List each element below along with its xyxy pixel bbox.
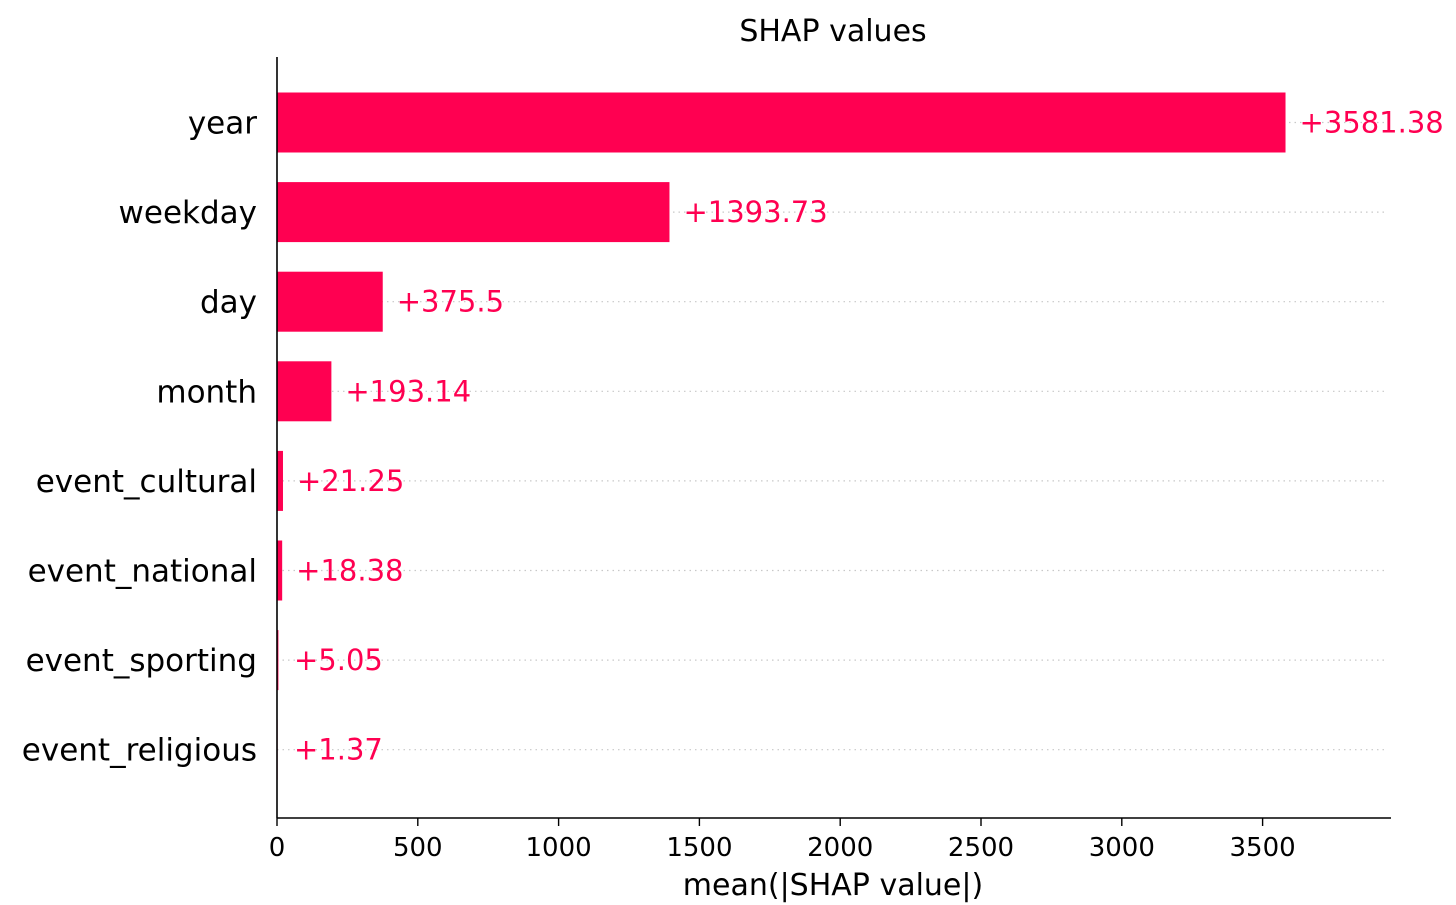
x-tick-label: 3500 [1230, 833, 1296, 863]
chart-title: SHAP values [739, 14, 926, 49]
value-label: +193.14 [345, 374, 471, 408]
x-tick-label: 0 [269, 833, 286, 863]
category-labels: year weekday day month event_cultural event_n… [22, 106, 257, 769]
value-label: +1393.73 [683, 195, 827, 229]
x-axis-label: mean(|SHAP value|) [683, 868, 983, 903]
x-tick-label: 3000 [1089, 833, 1155, 863]
x-ticks: 0 500 1000 1500 2000 2500 3000 3500 [269, 818, 1296, 863]
x-tick-label: 2500 [948, 833, 1014, 863]
value-label: +18.38 [296, 554, 403, 588]
category-label: day [200, 285, 257, 321]
bar-month [277, 361, 332, 422]
category-label: weekday [119, 195, 257, 231]
category-label: event_national [28, 554, 257, 590]
bar-year [277, 92, 1286, 153]
value-labels: +3581.38 +1393.73 +375.5 +193.14 +21.25 +18.3… [294, 106, 1444, 767]
category-label: month [156, 374, 257, 410]
bars [277, 92, 1286, 780]
value-label: +5.05 [294, 643, 383, 677]
category-label: event_cultural [36, 464, 257, 500]
category-label: year [188, 106, 257, 142]
x-tick-label: 2000 [807, 833, 873, 863]
bar-weekday [277, 182, 670, 243]
bar-day [277, 271, 383, 332]
value-label: +1.37 [294, 733, 383, 767]
x-tick-label: 1500 [666, 833, 732, 863]
value-label: +375.5 [397, 285, 504, 319]
category-label: event_religious [22, 733, 257, 769]
bar-event-national [277, 540, 283, 601]
value-label: +3581.38 [1300, 106, 1444, 140]
x-tick-label: 1000 [526, 833, 592, 863]
category-label: event_sporting [26, 643, 257, 679]
bar-event-cultural [277, 450, 283, 511]
value-label: +21.25 [297, 464, 404, 498]
x-tick-label: 500 [393, 833, 443, 863]
